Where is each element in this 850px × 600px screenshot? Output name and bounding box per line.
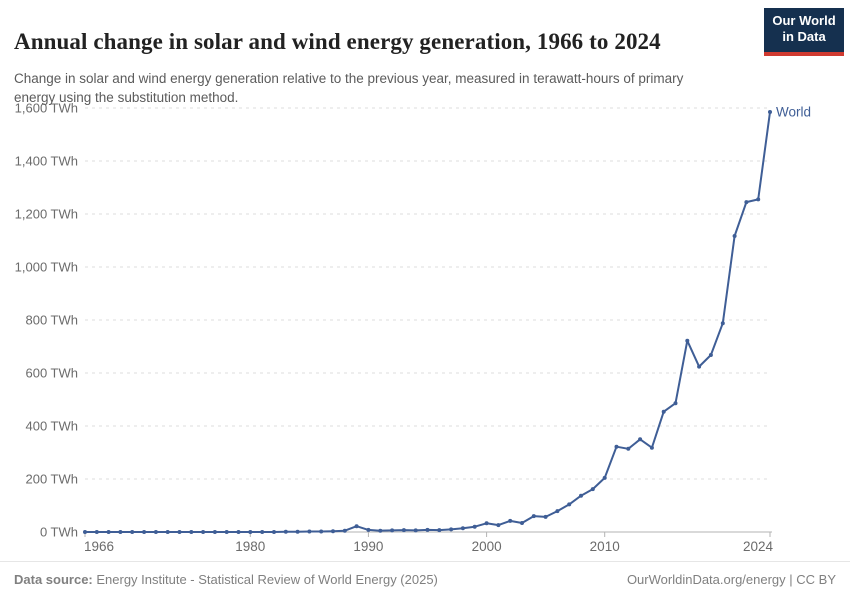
data-point[interactable] xyxy=(201,530,206,534)
y-axis-tick-label: 800 TWh xyxy=(25,313,78,328)
y-axis-tick-label: 0 TWh xyxy=(40,525,78,540)
data-point[interactable] xyxy=(685,338,690,343)
data-point[interactable] xyxy=(531,514,536,519)
data-point[interactable] xyxy=(460,526,465,531)
data-point[interactable] xyxy=(413,528,418,533)
data-point[interactable] xyxy=(307,529,312,534)
data-source: Data source: Energy Institute - Statisti… xyxy=(14,572,438,587)
data-point[interactable] xyxy=(720,321,725,326)
y-axis-tick-label: 400 TWh xyxy=(25,419,78,434)
data-point[interactable] xyxy=(508,518,513,523)
data-point[interactable] xyxy=(283,529,288,534)
line-chart: 0 TWh 200 TWh 400 TWh 600 TWh 800 TWh 1,000 T… xyxy=(15,101,811,555)
credit-links[interactable]: OurWorldinData.org/energy | CC BY xyxy=(626,572,836,587)
data-point[interactable] xyxy=(354,524,359,529)
y-axis-tick-label: 1,000 TWh xyxy=(15,260,78,275)
chart-footer: Data source: Energy Institute - Statisti… xyxy=(0,561,850,600)
data-point[interactable] xyxy=(602,475,607,480)
data-point[interactable] xyxy=(484,521,489,526)
data-point[interactable] xyxy=(177,530,182,534)
data-point[interactable] xyxy=(153,530,158,534)
owid-logo[interactable]: Our World in Data xyxy=(764,8,844,56)
data-point[interactable] xyxy=(83,530,87,534)
data-point[interactable] xyxy=(768,110,772,114)
data-point[interactable] xyxy=(142,530,147,534)
data-point[interactable] xyxy=(165,530,170,534)
y-axis-tick-label: 1,200 TWh xyxy=(15,207,78,222)
owid-logo-line1: Our World xyxy=(772,13,836,28)
data-point[interactable] xyxy=(614,444,619,449)
y-axis-tick-label: 200 TWh xyxy=(25,472,78,487)
owid-logo-line2: in Data xyxy=(782,29,826,44)
data-point[interactable] xyxy=(649,445,654,450)
x-axis-tick-label: 2010 xyxy=(590,539,620,554)
data-point[interactable] xyxy=(567,502,572,507)
data-point[interactable] xyxy=(708,353,713,357)
data-point[interactable] xyxy=(390,528,395,533)
data-point[interactable] xyxy=(378,528,383,533)
data-point[interactable] xyxy=(319,529,324,534)
data-point[interactable] xyxy=(744,200,749,205)
data-point[interactable] xyxy=(520,521,524,525)
data-point[interactable] xyxy=(697,364,702,369)
data-source-text: Energy Institute - Statistical Review of… xyxy=(92,572,438,587)
y-axis-tick-label: 1,600 TWh xyxy=(15,101,78,116)
x-axis-tick-label: 1966 xyxy=(84,539,114,554)
data-point[interactable] xyxy=(130,530,135,534)
data-point[interactable] xyxy=(555,509,560,514)
data-point[interactable] xyxy=(118,530,123,534)
data-point[interactable] xyxy=(94,530,99,534)
data-point[interactable] xyxy=(590,487,595,492)
chart-subtitle: Change in solar and wind energy generati… xyxy=(14,70,684,105)
x-axis-tick-label: 1980 xyxy=(235,539,265,554)
y-axis-tick-label: 1,400 TWh xyxy=(15,154,78,169)
data-point[interactable] xyxy=(543,514,548,519)
series-label-world: World xyxy=(776,105,811,120)
data-point[interactable] xyxy=(638,437,643,442)
x-axis-tick-label: 1990 xyxy=(353,539,383,554)
data-point[interactable] xyxy=(236,530,241,534)
data-point[interactable] xyxy=(272,530,276,534)
data-point[interactable] xyxy=(626,446,631,451)
x-axis-tick-label: 2024 xyxy=(743,539,774,554)
data-point[interactable] xyxy=(401,528,406,533)
data-point[interactable] xyxy=(331,529,335,534)
data-point[interactable] xyxy=(224,530,229,534)
data-point[interactable] xyxy=(189,530,194,534)
data-point[interactable] xyxy=(732,234,737,238)
series-line-world[interactable] xyxy=(84,111,771,533)
page-title: Annual change in solar and wind energy g… xyxy=(14,29,661,55)
data-point[interactable] xyxy=(437,528,442,533)
data-point[interactable] xyxy=(425,527,430,532)
data-source-label: Data source: xyxy=(14,572,93,587)
data-point[interactable] xyxy=(472,524,477,529)
data-point[interactable] xyxy=(260,530,265,534)
data-point[interactable] xyxy=(366,527,371,532)
data-point[interactable] xyxy=(295,529,300,534)
data-point[interactable] xyxy=(212,530,217,534)
data-point[interactable] xyxy=(579,493,583,498)
x-axis-tick-label: 2000 xyxy=(472,539,502,554)
data-point[interactable] xyxy=(342,528,347,533)
data-point[interactable] xyxy=(106,530,111,534)
data-point[interactable] xyxy=(449,527,454,532)
data-point[interactable] xyxy=(661,409,666,414)
data-point[interactable] xyxy=(756,197,761,202)
y-axis-tick-label: 600 TWh xyxy=(25,366,78,381)
data-point[interactable] xyxy=(673,401,678,406)
data-point[interactable] xyxy=(496,523,501,528)
data-point[interactable] xyxy=(248,530,253,534)
